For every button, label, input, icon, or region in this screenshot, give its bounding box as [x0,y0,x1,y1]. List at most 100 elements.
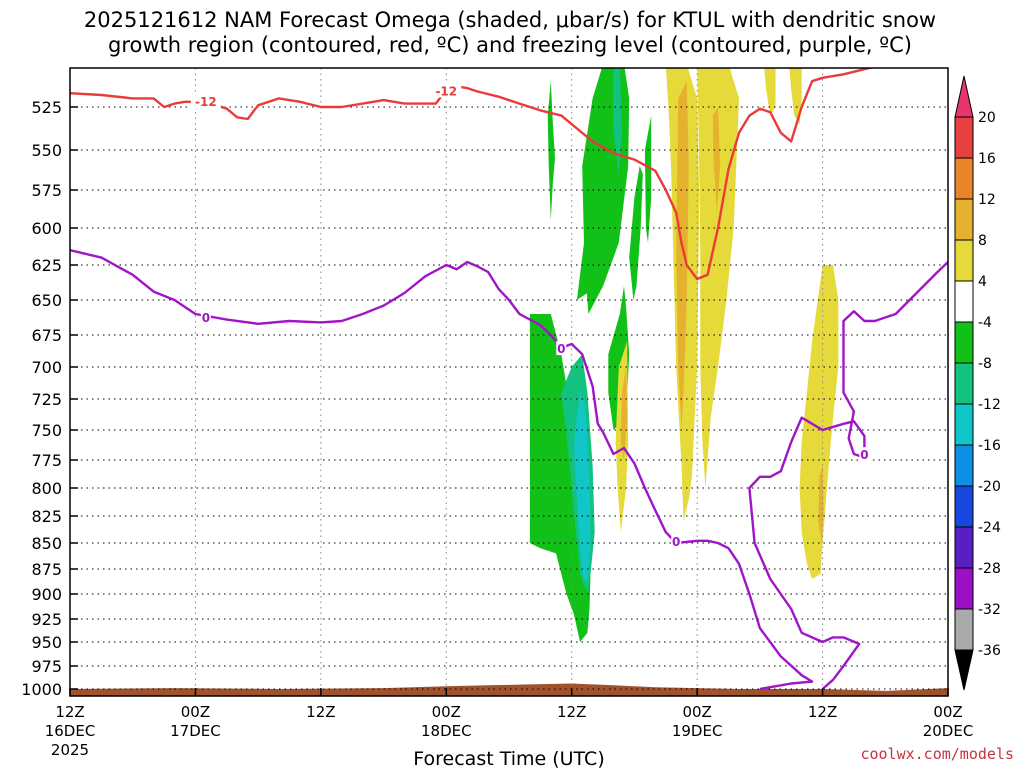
colorbar-label: -28 [978,561,1001,577]
colorbar-label: -20 [978,479,1001,495]
x-axis-title: Forecast Time (UTC) [413,748,604,768]
contour-layer: -12 -12 0 0 0 0 [70,68,948,691]
x-tick-label: 20DEC [923,722,974,740]
colorbar-box [954,280,974,323]
y-tick-label: 700 [31,358,62,377]
y-tick-label: 750 [31,421,62,440]
omega-region-neg8 [613,68,622,174]
x-tick-label: 16DEC [45,722,96,740]
x-tick-label: 12Z [808,703,837,721]
y-axis: 525 550 575 600 625 650 675 700 725 750 775 800 825 8… [21,98,78,699]
y-tick-label: 950 [31,633,62,652]
x-tick-label: 00Z [682,703,711,721]
contour-label: 0 [557,342,565,356]
x-tick-label: 17DEC [170,722,221,740]
contour-freezing-0-right [748,261,948,690]
colorbar-box [954,485,974,528]
y-tick-label: 975 [31,657,62,676]
contour-label: -12 [195,95,217,109]
colorbar-box [954,608,974,651]
x-tick-label: 12Z [55,703,84,721]
omega-region-pos4 [764,68,776,116]
y-tick-label: 800 [31,479,62,498]
contour-label-bg [200,310,211,325]
colorbar-label: 8 [978,233,987,249]
chart-title-line1: 2025121612 NAM Forecast Omega (shaded, μ… [84,8,936,32]
y-tick-label: 675 [31,326,62,345]
colorbar-box [954,444,974,487]
colorbar-legend: 20 16 12 8 4 -4 -8 -12 -16 -20 -24 -28 -32 -36 [954,75,1001,691]
x-tick-label: 12Z [306,703,335,721]
x-tick-label: 00Z [181,703,210,721]
colorbar-label: -4 [978,315,992,331]
terrain-layer [70,683,948,696]
omega-region-neg4 [644,115,652,243]
chart-title-line2: growth region (contoured, red, ºC) and f… [108,33,912,57]
colorbar-box [954,526,974,569]
contour-label-bg [431,83,462,98]
y-tick-label: 925 [31,610,62,629]
colorbar-box [954,157,974,200]
contour-dendritic-minus12 [70,68,875,281]
colorbar-label: 16 [978,151,996,167]
x-tick-label: 00Z [933,703,962,721]
contour-label: 0 [672,535,680,549]
y-tick-label: 525 [31,98,62,117]
x-tick-label: 19DEC [672,722,723,740]
colorbar-top-triangle [954,75,974,118]
colorbar-label: -16 [978,438,1001,454]
colorbar-box [954,116,974,159]
colorbar-box [954,567,974,610]
omega-region-pos8 [712,107,721,213]
omega-region-pos8 [620,367,628,460]
colorbar-label: -24 [978,520,1001,536]
y-tick-label: 650 [31,291,62,310]
colorbar-box [954,403,974,446]
colorbar-label: 4 [978,274,987,290]
colorbar-label: 12 [978,192,996,208]
omega-region-neg4 [529,314,591,642]
contour-label: 0 [860,448,868,462]
contour-label-bg [859,447,870,462]
contour-label-bg [556,341,567,356]
y-tick-label: 725 [31,390,62,409]
credit-text: coolwx.com/models [860,745,1014,763]
colorbar-box [954,239,974,282]
y-tick-label: 825 [31,507,62,526]
colorbar-box [954,198,974,241]
y-tick-label: 600 [31,219,62,238]
omega-region-neg4 [629,166,643,300]
omega-region-pos8 [818,465,824,543]
colorbar-label: 20 [978,110,996,126]
contour-label: -12 [435,85,457,99]
omega-region-pos4 [789,68,802,125]
omega-region-neg4 [582,68,630,314]
y-tick-label: 1000 [21,680,62,699]
y-tick-label: 850 [31,534,62,553]
colorbar-box [954,362,974,405]
y-tick-label: 575 [31,181,62,200]
colorbar-label: -12 [978,397,1001,413]
y-tick-label: 550 [31,141,62,160]
contour-freezing-0-upper [70,249,814,691]
contour-label-bg [190,93,221,108]
omega-region-neg4 [547,81,555,221]
x-tick-label: 00Z [432,703,461,721]
colorbar-label: -8 [978,356,992,372]
omega-shading-layer [529,68,839,642]
x-tick-label: 2025 [51,741,89,759]
terrain-fill [70,683,948,696]
plot-frame [69,67,949,697]
y-tick-label: 875 [31,560,62,579]
plot-grid [69,68,949,696]
contour-label: 0 [202,311,210,325]
colorbar-label: -36 [978,643,1001,659]
y-tick-label: 775 [31,451,62,470]
colorbar-bottom-triangle [954,649,974,691]
y-tick-label: 900 [31,585,62,604]
x-tick-label: 18DEC [421,722,472,740]
contour-label-bg [671,533,682,548]
y-tick-label: 625 [31,256,62,275]
